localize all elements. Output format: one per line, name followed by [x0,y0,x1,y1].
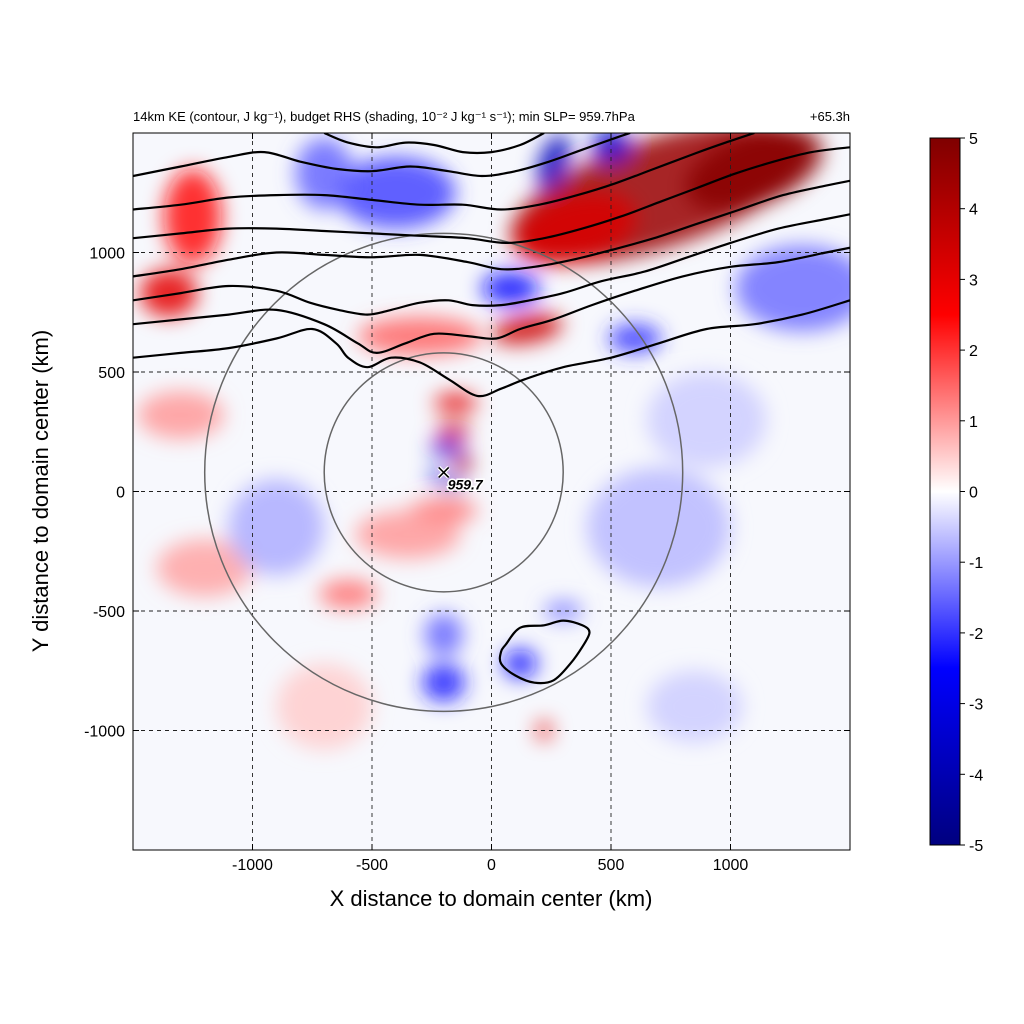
rhs-blob [481,271,540,306]
range-circles [203,232,684,713]
rhs-blob [685,133,823,211]
rhs-blob [503,649,537,678]
colorbar-tick-label: 4 [969,202,978,219]
colorbar-tick-label: -3 [969,697,983,714]
ke-contour [323,133,545,155]
rhs-blob [276,663,373,750]
colorbar-tick-label: -2 [969,626,983,643]
rhs-blob [443,478,463,491]
colorbar-tick-label: -1 [969,555,983,572]
min-slp-label: 959.7 [448,476,484,492]
x-tick-label: -500 [356,857,388,874]
y-tick-label: 0 [116,485,125,502]
y-tick-label: -1000 [84,724,125,741]
storm-center: 959.7 [437,465,485,494]
rhs-blob [357,317,482,356]
rhs-blob [355,510,461,559]
colorbar [929,137,961,846]
y-tick-label: -500 [93,604,125,621]
x-tick-label: 0 [487,857,496,874]
x-tick-label: 1000 [713,857,749,874]
rhs-blob [646,670,743,743]
colorbar-tick-label: 5 [969,131,978,148]
ke-contour [133,146,850,244]
ke-contour [133,133,755,211]
rhs-blob [140,269,198,318]
colorbar-tick-label: -5 [969,838,983,855]
ke-contours [133,133,850,685]
rhs-blob [454,452,472,474]
rhs-blob [156,539,253,597]
colorbar-tick-label: 2 [969,343,978,360]
rhs-blob [336,156,456,229]
rhs-blob [436,423,470,441]
range-circle [203,232,684,713]
x-axis-ticks: -1000 -500 0 500 1000 [232,133,748,874]
y-axis-ticks: -1000 -500 0 500 1000 [84,246,850,741]
center-x-marker [438,466,450,478]
x-tick-label: 500 [598,857,625,874]
rhs-blob [544,601,583,621]
x-axis-label: X distance to domain center (km) [330,886,653,911]
rhs-blob [424,613,463,657]
plot-area [133,133,850,850]
ke-contour [133,179,850,278]
rhs-blob [587,467,731,588]
y-tick-label: 500 [98,365,125,382]
colorbar-tick-label: 3 [969,272,978,289]
colorbar-ticks: 5 4 3 2 1 0 -1 -2 -3 -4 -5 [960,131,983,855]
rhs-blob [591,133,631,162]
ke-contour-closed [498,619,591,685]
rhs-blob [422,663,466,702]
x-tick-label: -1000 [232,857,273,874]
ke-contour [133,299,850,398]
rhs-blob [536,134,571,190]
ke-contour [133,246,850,354]
range-circle [323,352,564,593]
rhs-blob [646,372,767,468]
y-tick-label: 1000 [89,246,125,263]
rhs-shading [137,133,850,750]
rhs-blob [319,579,377,609]
rhs-blob [228,479,325,576]
rhs-blob [137,391,224,439]
ke-contour [133,213,850,316]
colorbar-tick-label: 1 [969,414,978,431]
chart-title: 14km KE (contour, J kg⁻¹), budget RHS (s… [133,109,636,124]
rhs-blob [295,137,353,210]
ke-contour [133,133,631,178]
colorbar-tick-label: -4 [969,767,983,784]
rhs-blob [434,393,478,413]
rhs-blob [164,168,222,265]
rhs-blob [429,441,463,456]
time-label: +65.3h [810,109,850,124]
colorbar-tick-label: 0 [969,485,978,502]
y-axis-label: Y distance to domain center (km) [28,330,53,652]
rhs-blob [514,192,636,265]
